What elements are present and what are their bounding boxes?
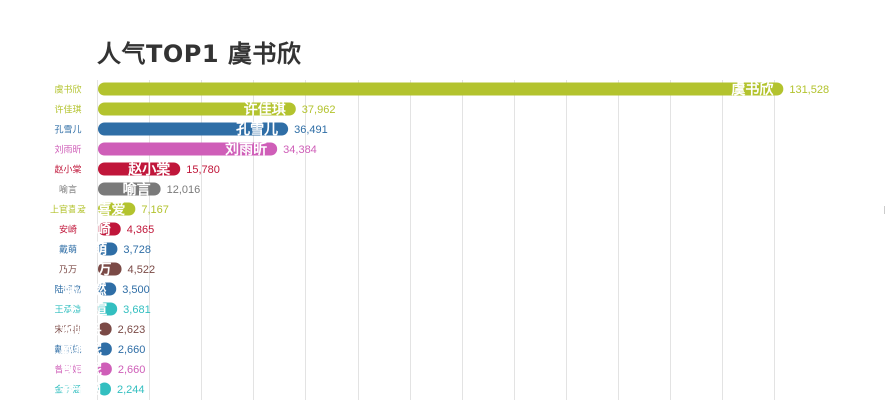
bar-value-label: 4,522 (128, 264, 156, 276)
bar-name-label: 戴萌 (79, 241, 107, 258)
bar-group: 孔雪儿 孔雪儿 36,491 (54, 121, 327, 138)
bar-value-label: 131,528 (789, 84, 829, 96)
bar (98, 282, 117, 296)
bar-name-label: 陆柯燃 (64, 281, 107, 298)
category-tick-label: 许佳琪 (54, 104, 81, 116)
bar (98, 162, 181, 176)
category-tick-label: 戴萌 (59, 244, 77, 256)
bar-name-label: 赵小棠 (127, 161, 171, 178)
chart-title: 人气TOP1 虞书欣 (97, 40, 302, 68)
bar-name-label: 刘雨昕 (225, 141, 267, 158)
bar-group: 戴萌 戴萌 3,728 (59, 241, 151, 258)
bar-value-label: 3,728 (123, 244, 151, 256)
bar (98, 102, 296, 116)
bar-value-label: 2,623 (118, 324, 146, 336)
category-tick-label: 上官喜爱 (50, 204, 86, 216)
bar (98, 262, 122, 276)
category-tick-label: 金子涵 (54, 384, 81, 396)
bar (98, 82, 784, 96)
bar-name-label: 安崎 (83, 221, 111, 238)
bar (98, 182, 161, 196)
bar (98, 302, 118, 316)
bar (98, 322, 112, 336)
bar (98, 122, 289, 136)
category-tick-label: 安崎 (59, 224, 77, 236)
bar-value-label: 12,016 (167, 184, 201, 196)
category-tick-label: 赵小棠 (54, 164, 81, 176)
bar (98, 242, 118, 256)
bar (98, 202, 136, 216)
bar-value-label: 4,365 (127, 224, 155, 236)
bar-value-label: 2,244 (117, 384, 145, 396)
bar-group: 喻言 喻言 12,016 (59, 181, 200, 198)
bar-value-label: 37,962 (302, 104, 336, 116)
bar-group: 乃万 乃万 4,522 (59, 262, 155, 278)
bar-name-label: 乃万 (83, 262, 112, 278)
bar (98, 382, 111, 396)
category-tick-label: 虞书欣 (54, 84, 81, 96)
bar-group: 赵小棠 赵小棠 15,780 (54, 161, 219, 178)
bar-value-label: 36,491 (294, 124, 328, 136)
bar-name-label: 许佳琪 (244, 101, 286, 118)
bar-group: 许佳琪 许佳琪 37,962 (54, 101, 335, 118)
category-tick-label: 宋昕冉 (54, 324, 81, 336)
category-tick-label: 王承渲 (54, 304, 81, 316)
bar-group: 安崎 安崎 4,365 (59, 221, 154, 238)
bar-group: 虞书欣 虞书欣 131,528 (54, 81, 829, 98)
bar-name-label: 虞书欣 (731, 81, 774, 98)
bar-name-label: 曾可妮 (60, 361, 102, 378)
bar-value-label: 3,500 (122, 284, 150, 296)
category-tick-label: 刘雨昕 (54, 144, 81, 156)
bar (98, 222, 121, 236)
bar-name-label: 孔雪儿 (236, 121, 278, 138)
category-tick-label: 曾可妮 (54, 364, 81, 376)
category-tick-label: 乃万 (59, 265, 77, 276)
bar-value-label: 3,681 (123, 304, 151, 316)
category-tick-label: 陆柯燃 (54, 284, 81, 296)
bar-name-label: 王承渲 (65, 301, 107, 318)
bar-name-label: 金子涵 (58, 381, 101, 398)
bar-name-label: 上官喜爱 (69, 201, 125, 218)
bar-value-label: 34,384 (283, 144, 317, 156)
bar-name-label: 戴燕妮 (60, 341, 102, 358)
bar-name-label: 宋昕冉 (59, 321, 102, 338)
category-tick-label: 孔雪儿 (54, 125, 81, 136)
bar (98, 342, 112, 356)
bar (98, 142, 278, 156)
bar-value-label: 7,167 (141, 204, 169, 216)
bar-name-label: 喻言 (123, 181, 151, 198)
bar-value-label: 2,660 (118, 344, 146, 356)
bar-value-label: 15,780 (186, 164, 220, 176)
bar-value-label: 2,660 (118, 364, 146, 376)
category-tick-label: 戴燕妮 (54, 344, 81, 356)
bar-group: 刘雨昕 刘雨昕 34,384 (54, 141, 316, 158)
bar (98, 362, 112, 376)
category-tick-label: 喻言 (59, 184, 77, 196)
